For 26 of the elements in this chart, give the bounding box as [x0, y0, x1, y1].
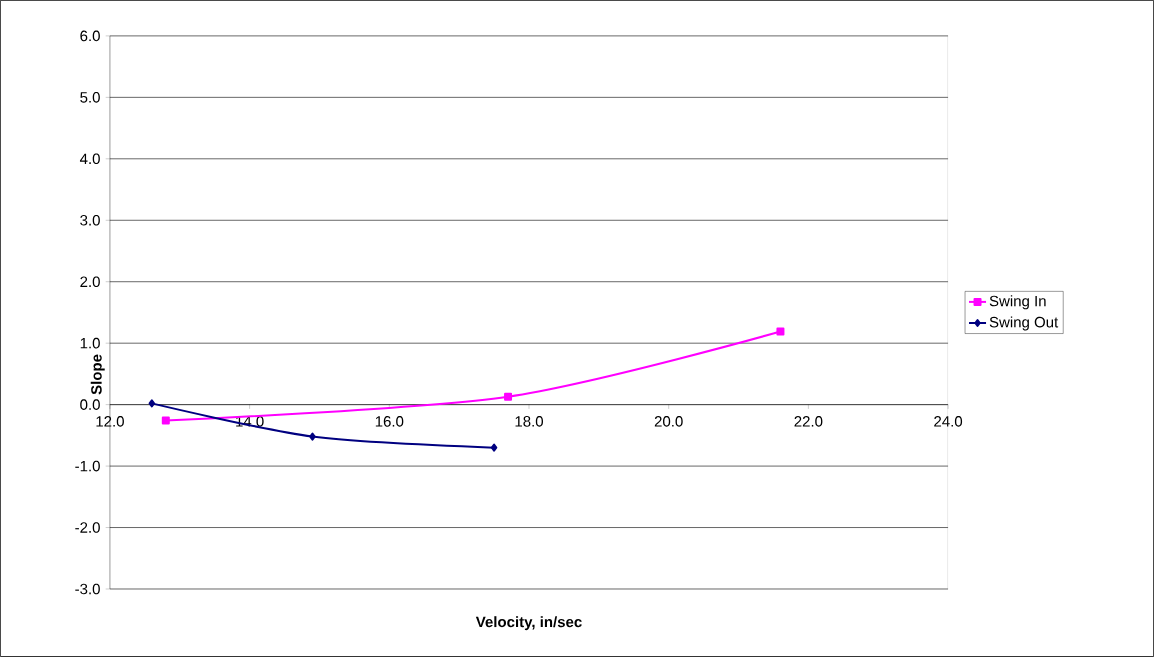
point — [309, 432, 316, 441]
x-tick-label: 20.0 — [654, 416, 683, 427]
point — [776, 327, 785, 336]
point — [161, 416, 170, 425]
x-tick-label: 22.0 — [794, 416, 823, 427]
y-tick-label: 0.0 — [80, 399, 100, 410]
y-tick-label: 1.0 — [80, 337, 100, 349]
y-tick-label: 3.0 — [80, 215, 100, 226]
y-tick-label: 2.0 — [80, 276, 100, 288]
point — [504, 392, 513, 401]
x-tick-label: 18.0 — [515, 416, 543, 427]
x-tick-label: 24.0 — [934, 416, 963, 427]
y-tick-label: -3.0 — [75, 583, 100, 595]
x-axis-title: Velocity, in/sec — [475, 616, 582, 631]
y-axis-title: Slope — [90, 354, 105, 395]
x-tick-label: 16.0 — [375, 416, 404, 427]
y-tick-label: -2.0 — [75, 522, 100, 533]
point — [148, 399, 156, 408]
y-tick-label: 6.0 — [80, 30, 100, 42]
y-tick-label: -1.0 — [75, 460, 100, 472]
legend-label: Swing In — [989, 295, 1046, 310]
x-tick-label: 12.0 — [96, 416, 124, 427]
y-tick-label: 5.0 — [80, 92, 100, 103]
legend-label: Swing Out — [989, 316, 1059, 331]
y-tick-label: 4.0 — [79, 153, 100, 165]
point — [490, 443, 498, 452]
